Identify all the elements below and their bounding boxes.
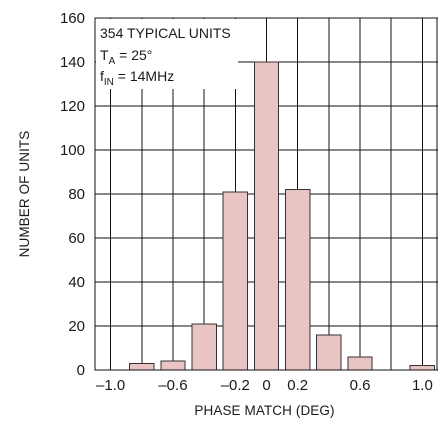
y-tick-label: 60	[68, 230, 85, 247]
x-tick-label: 0.2	[287, 377, 308, 394]
y-tick-label: 100	[60, 142, 85, 159]
histogram-bar	[316, 334, 342, 371]
y-tick-label: 140	[60, 54, 85, 71]
y-tick-label: 120	[60, 98, 85, 115]
plot-frame	[94, 17, 438, 371]
annotation-line-frequency: fIN = 14MHz	[100, 68, 174, 88]
y-axis-title: NUMBER OF UNITS	[17, 131, 32, 258]
y-axis-ticks: 0 20 40 60 80 100 120 140 160	[60, 10, 85, 379]
x-tick-label: 0	[262, 377, 270, 394]
y-tick-label: 40	[68, 274, 85, 291]
histogram-bar	[285, 189, 311, 371]
x-tick-label: –0.6	[158, 377, 187, 394]
histogram-bar	[129, 362, 155, 371]
y-tick-label: 160	[60, 10, 85, 27]
histogram-bar	[222, 191, 248, 371]
histogram-bar	[347, 356, 373, 371]
x-axis-title: PHASE MATCH (DEG)	[194, 403, 334, 418]
x-tick-label: 0.6	[350, 377, 371, 394]
y-tick-label: 20	[68, 318, 85, 335]
x-tick-label: –1.0	[96, 377, 125, 394]
annotation-line-units: 354 TYPICAL UNITS	[100, 25, 231, 41]
bars	[129, 61, 436, 371]
x-tick-label: –0.2	[221, 377, 250, 394]
annotation-line-temperature: TA = 25°	[100, 47, 152, 67]
histogram-bar	[160, 360, 186, 371]
y-tick-label: 0	[77, 362, 85, 379]
x-tick-label: 1.0	[412, 377, 433, 394]
histogram-bar	[191, 323, 217, 371]
y-tick-label: 80	[68, 186, 85, 203]
annotation-box	[96, 19, 238, 89]
x-axis-ticks: –1.0 –0.6 –0.2 0 0.2 0.6 1.0	[96, 377, 433, 394]
histogram-bar	[253, 61, 280, 371]
